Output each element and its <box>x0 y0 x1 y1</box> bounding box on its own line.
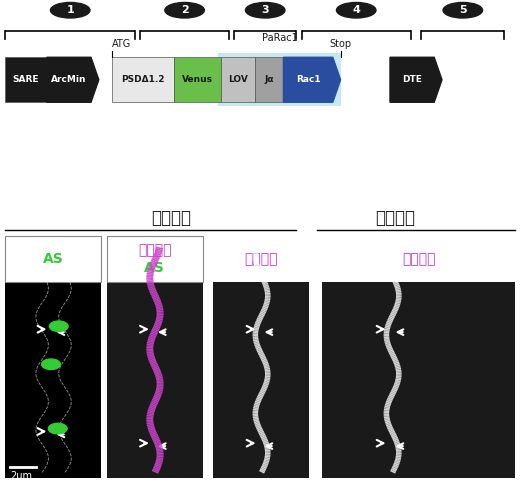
Circle shape <box>245 2 285 18</box>
Text: 2μm: 2μm <box>10 471 32 481</box>
FancyBboxPatch shape <box>213 236 309 282</box>
Text: 4: 4 <box>352 5 360 15</box>
Text: 光照射後: 光照射後 <box>375 209 415 227</box>
FancyBboxPatch shape <box>213 282 309 478</box>
Text: PSDΔ1.2: PSDΔ1.2 <box>121 75 165 84</box>
Circle shape <box>165 2 204 18</box>
Text: Rac1: Rac1 <box>296 75 320 84</box>
Circle shape <box>50 2 90 18</box>
Text: Jα: Jα <box>264 75 274 84</box>
Circle shape <box>48 423 67 434</box>
Polygon shape <box>283 57 341 102</box>
Text: 5: 5 <box>459 5 466 15</box>
Text: 神経形態: 神経形態 <box>244 252 278 266</box>
Text: DTE: DTE <box>402 75 422 84</box>
Text: 2: 2 <box>181 5 188 15</box>
Circle shape <box>443 2 483 18</box>
FancyBboxPatch shape <box>218 53 341 106</box>
Text: Stop: Stop <box>330 39 352 49</box>
Text: 光照射前: 光照射前 <box>152 209 191 227</box>
Text: Venus: Venus <box>182 75 213 84</box>
FancyBboxPatch shape <box>107 236 203 282</box>
Text: LOV: LOV <box>228 75 248 84</box>
FancyBboxPatch shape <box>107 282 203 478</box>
Text: 神経形態: 神経形態 <box>138 243 172 257</box>
Text: ATG: ATG <box>112 39 131 49</box>
Polygon shape <box>390 57 442 102</box>
Circle shape <box>42 359 60 370</box>
Text: 3: 3 <box>262 5 269 15</box>
Text: PaRac1: PaRac1 <box>262 33 297 43</box>
FancyBboxPatch shape <box>322 282 515 478</box>
FancyBboxPatch shape <box>322 236 515 282</box>
FancyBboxPatch shape <box>221 57 255 102</box>
FancyBboxPatch shape <box>5 282 101 478</box>
FancyBboxPatch shape <box>5 57 47 102</box>
Text: 神経形態: 神経形態 <box>402 252 435 266</box>
Text: SARE: SARE <box>13 75 39 84</box>
Circle shape <box>49 321 68 332</box>
FancyBboxPatch shape <box>255 57 283 102</box>
FancyBboxPatch shape <box>174 57 221 102</box>
Text: ArcMin: ArcMin <box>51 75 87 84</box>
Text: AS: AS <box>145 262 165 276</box>
Polygon shape <box>47 57 99 102</box>
Text: AS: AS <box>43 252 63 266</box>
FancyBboxPatch shape <box>112 57 174 102</box>
Text: 1: 1 <box>67 5 74 15</box>
FancyBboxPatch shape <box>5 236 101 282</box>
Circle shape <box>336 2 376 18</box>
